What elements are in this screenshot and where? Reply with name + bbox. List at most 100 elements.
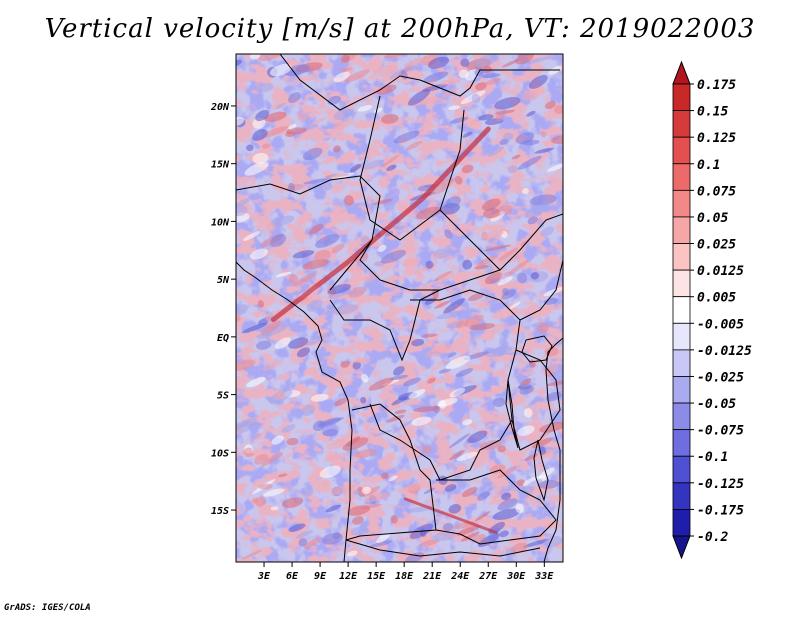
colorbar-label: 0.0125	[697, 264, 744, 279]
velocity-field	[236, 54, 563, 562]
field-patch	[522, 538, 549, 548]
field-patch	[361, 373, 369, 383]
country-borders	[236, 54, 563, 562]
field-patch	[497, 466, 518, 479]
field-patch	[509, 301, 521, 309]
border-east	[519, 259, 563, 321]
field-patch	[460, 414, 471, 423]
field-patch	[360, 236, 370, 243]
field-patch	[482, 230, 504, 240]
border-tanzania	[511, 349, 561, 451]
field-patch	[262, 360, 283, 371]
x-tick-label: 30E	[506, 571, 526, 582]
field-patch	[236, 417, 257, 434]
field-patch	[347, 505, 371, 516]
field-patch	[418, 539, 441, 547]
colorbar-label: -0.075	[697, 424, 744, 439]
field-patch	[477, 255, 498, 267]
field-patch	[448, 433, 470, 449]
field-patch	[296, 111, 308, 122]
field-patch	[515, 503, 524, 514]
field-patch	[388, 475, 398, 482]
x-axis: 3E 6E 9E 12E 15E 18E 21E 24E 27E 30E 33E	[257, 562, 554, 582]
field-patch	[380, 249, 407, 264]
colorbar-label: 0.125	[697, 131, 736, 146]
border-south	[345, 539, 541, 557]
field-patch	[260, 321, 282, 336]
field-patch	[249, 54, 261, 60]
field-patch	[354, 358, 371, 364]
field-patch	[527, 479, 543, 488]
colorbar-bin	[672, 243, 691, 271]
field-patch	[252, 129, 268, 141]
x-tick-label: 12E	[339, 571, 358, 582]
field-patch	[425, 260, 434, 269]
field-patch	[256, 340, 272, 350]
field-patch	[497, 276, 513, 286]
field-patch	[498, 253, 525, 265]
field-patch	[520, 378, 532, 386]
field-patch	[472, 533, 486, 543]
field-patch	[540, 131, 547, 138]
field-patch	[308, 223, 324, 235]
field-patch	[487, 146, 504, 157]
chart-title: Vertical velocity [m/s] at 200hPa, VT: 2…	[44, 14, 756, 44]
plot-frame	[235, 53, 564, 563]
colorbar-label: -0.125	[697, 477, 744, 492]
field-patch	[246, 377, 266, 388]
field-patch	[236, 205, 248, 217]
field-patch	[452, 217, 461, 223]
field-patch	[262, 126, 289, 138]
field-patch	[334, 397, 348, 407]
field-patch	[257, 300, 265, 308]
field-patch	[424, 297, 437, 305]
colorbar-label: 0.1	[697, 158, 720, 173]
field-patch	[277, 473, 288, 478]
field-patch	[309, 116, 328, 127]
lake-malawi	[533, 439, 549, 502]
field-patch	[361, 159, 384, 170]
field-patch	[427, 377, 436, 384]
field-patch	[389, 69, 405, 80]
field-patch	[516, 272, 527, 284]
border-angola	[345, 403, 437, 541]
field-patch	[544, 101, 556, 110]
field-patch	[503, 132, 514, 141]
y-axis: 20N 15N 10N 5N EQ 5S 10S 15S	[210, 102, 236, 517]
field-patch	[246, 144, 254, 152]
colorbar-label: -0.025	[697, 370, 744, 385]
field-patch	[266, 222, 276, 233]
field-patch	[526, 110, 536, 117]
y-tick-label: 10N	[211, 217, 230, 228]
y-tick-label: 15N	[211, 160, 230, 171]
field-patch	[481, 73, 501, 78]
border-car	[359, 239, 501, 291]
field-patch	[490, 322, 507, 334]
field-patch	[471, 93, 481, 104]
field-patch	[435, 311, 464, 320]
field-patch	[253, 453, 269, 465]
colorbar-label: 0.15	[697, 105, 728, 120]
x-tick-label: 3E	[257, 571, 271, 582]
border-sahel	[236, 175, 381, 291]
field-patch	[368, 377, 394, 391]
field-patch	[350, 526, 370, 536]
colorbar-label: -0.0125	[697, 344, 752, 359]
field-patch	[475, 54, 498, 68]
field-patch	[470, 119, 478, 126]
field-patch	[275, 102, 286, 110]
field-patch	[510, 542, 528, 554]
field-patch	[515, 54, 534, 65]
field-patch	[519, 385, 534, 395]
field-patch	[407, 89, 431, 106]
field-patch	[286, 437, 299, 446]
field-patch	[547, 380, 563, 387]
field-patch	[303, 178, 329, 185]
field-patch	[485, 346, 513, 358]
field-patch	[469, 323, 496, 331]
field-patch	[340, 266, 366, 272]
y-tick-label: 5S	[217, 391, 229, 402]
field-patch	[537, 217, 545, 228]
field-patch	[302, 147, 323, 161]
field-patch	[302, 259, 329, 270]
